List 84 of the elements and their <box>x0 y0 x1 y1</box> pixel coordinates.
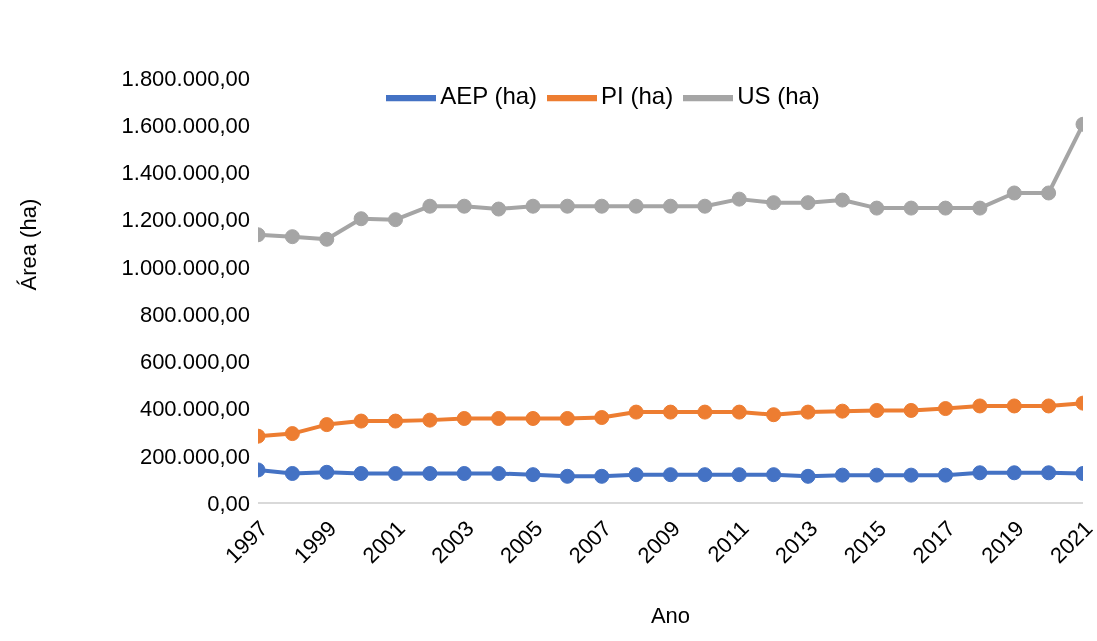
point <box>594 468 610 484</box>
point <box>938 401 953 417</box>
point <box>972 200 988 216</box>
point <box>938 200 953 216</box>
point <box>1041 398 1057 414</box>
point <box>731 404 747 420</box>
point <box>628 404 644 420</box>
point <box>388 465 403 481</box>
point <box>525 198 541 214</box>
legend-label: US (ha) <box>737 82 820 110</box>
point <box>559 198 575 214</box>
y-tick-label: 1.200.000,00 <box>121 207 250 233</box>
y-tick-label: 1.600.000,00 <box>121 113 250 139</box>
point <box>559 410 575 426</box>
point <box>353 465 369 481</box>
point <box>491 465 507 481</box>
point <box>319 231 335 247</box>
point <box>1041 465 1057 481</box>
point <box>903 200 919 216</box>
point <box>766 407 782 423</box>
point <box>697 404 713 420</box>
point <box>422 412 438 428</box>
y-tick-label: 600.000,00 <box>139 349 250 375</box>
point <box>1006 185 1022 201</box>
y-axis-title: Área (ha) <box>15 198 41 291</box>
point <box>1041 185 1057 201</box>
point <box>594 410 610 426</box>
point <box>972 398 988 414</box>
point <box>456 410 472 426</box>
point <box>869 200 885 216</box>
point <box>628 467 644 483</box>
point <box>388 413 403 429</box>
y-tick-label: 800.000,00 <box>139 301 250 327</box>
point <box>903 402 919 418</box>
y-tick-label: 200.000,00 <box>139 443 250 469</box>
legend-label: AEP (ha) <box>440 82 538 110</box>
point <box>834 192 850 208</box>
point <box>491 410 507 426</box>
point <box>903 467 919 483</box>
point <box>800 468 816 484</box>
point <box>972 465 988 481</box>
point <box>353 211 369 227</box>
point <box>594 198 610 214</box>
point <box>1006 465 1022 481</box>
point <box>731 191 747 207</box>
point <box>697 198 713 214</box>
y-tick-label: 400.000,00 <box>139 396 250 422</box>
y-tick-label: 0,00 <box>207 490 250 516</box>
point <box>1006 398 1022 414</box>
point <box>456 465 472 481</box>
point <box>731 467 747 483</box>
point <box>869 467 885 483</box>
y-tick-label: 1.400.000,00 <box>121 160 250 186</box>
point <box>663 198 678 214</box>
point <box>766 195 782 211</box>
y-tick-label: 1.800.000,00 <box>121 65 250 91</box>
point <box>834 467 850 483</box>
point <box>319 464 335 480</box>
point <box>525 410 541 426</box>
point <box>353 413 369 429</box>
legend-label: PI (ha) <box>601 82 674 110</box>
point <box>319 417 335 433</box>
x-axis-title: Ano <box>650 603 691 628</box>
point <box>834 403 850 419</box>
point <box>869 402 885 418</box>
point <box>663 404 678 420</box>
point <box>284 465 300 481</box>
point <box>456 198 472 214</box>
point <box>559 468 575 484</box>
point <box>491 201 507 217</box>
y-tick-label: 1.000.000,00 <box>121 254 250 280</box>
point <box>284 426 300 442</box>
point <box>938 467 953 483</box>
point <box>766 467 782 483</box>
point <box>663 467 678 483</box>
point <box>525 467 541 483</box>
point <box>388 212 403 228</box>
point <box>422 465 438 481</box>
point <box>284 229 300 245</box>
point <box>628 198 644 214</box>
point <box>800 404 816 420</box>
point <box>422 198 438 214</box>
point <box>697 467 713 483</box>
point <box>800 195 816 211</box>
